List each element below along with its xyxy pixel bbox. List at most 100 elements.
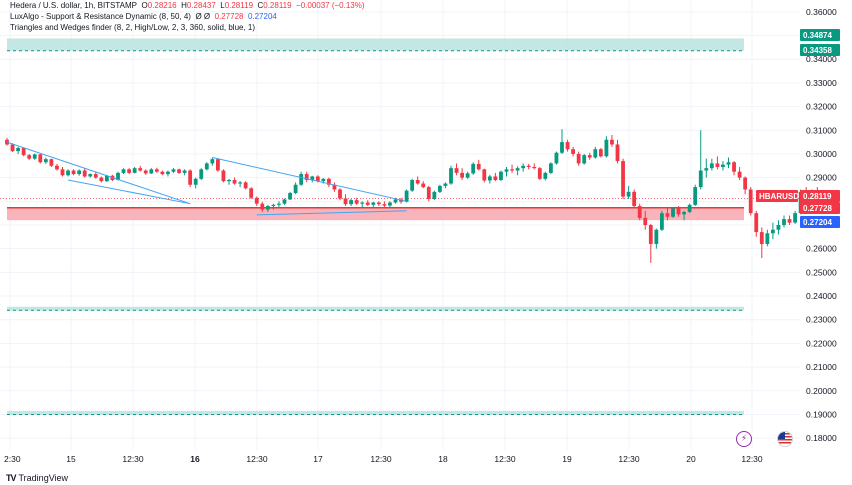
candle-body: [543, 172, 548, 179]
candle-body: [415, 180, 420, 184]
candle-body: [504, 169, 509, 172]
candle-body: [27, 155, 32, 159]
candle-body: [665, 213, 670, 217]
flag-graphic: [778, 432, 792, 446]
candle-body: [443, 183, 448, 186]
price-tag: 0.34358: [803, 46, 832, 55]
legend-indicator-2[interactable]: Triangles and Wedges finder (8, 2, High/…: [10, 22, 365, 33]
wedge-line: [256, 210, 407, 216]
candle-body: [487, 176, 492, 181]
lightning-icon[interactable]: ⚡: [736, 431, 752, 447]
y-tick-label: 0.18000: [806, 433, 837, 443]
indicator-1-symbols: Ø Ø: [195, 12, 211, 21]
candle-body: [393, 199, 398, 203]
indicator-1-value-2: 0.27204: [247, 12, 277, 21]
candle-body: [121, 169, 126, 173]
candle-body: [93, 174, 98, 178]
candle-body: [704, 168, 709, 171]
x-tick-label: 12:30: [246, 454, 268, 464]
candle-body: [349, 200, 353, 205]
candle-body: [421, 183, 426, 188]
legend-symbol-row: Hedera / U.S. dollar, 1h, BITSTAMP O0.28…: [10, 0, 365, 11]
candle-body: [354, 200, 359, 204]
candle-body: [554, 152, 559, 164]
candle-body: [43, 159, 48, 163]
candle-body: [143, 170, 148, 174]
y-tick-label: 0.25000: [806, 267, 837, 277]
candle-body: [32, 154, 37, 159]
y-tick-label: 0.26000: [806, 244, 837, 254]
y-tick-label: 0.36000: [806, 7, 837, 17]
price-tag: 0.28119: [803, 192, 832, 201]
candle-body: [726, 162, 731, 165]
zone-support: [7, 306, 744, 311]
us-flag-icon[interactable]: [777, 431, 793, 447]
candle-body: [338, 189, 342, 199]
tradingview-brand[interactable]: TV TradingView: [6, 473, 68, 483]
candle-body: [149, 169, 154, 174]
candle-body: [321, 178, 326, 182]
candle-body: [460, 172, 464, 178]
legend-open: 0.28216: [147, 1, 177, 10]
candle-body: [637, 206, 642, 218]
x-tick-label: 2:30: [4, 454, 21, 464]
zone-support: [7, 410, 744, 415]
candle-body: [576, 153, 581, 164]
candle-body: [549, 163, 553, 173]
candle-body: [438, 185, 442, 192]
candle-body: [177, 169, 181, 173]
candle-body: [698, 170, 703, 188]
candle-body: [582, 155, 587, 164]
candle-body: [560, 142, 564, 153]
candle-body: [476, 163, 481, 170]
candle-body: [221, 170, 226, 182]
candle-body: [471, 163, 476, 174]
legend-close-label: C: [257, 1, 264, 10]
candle-body: [587, 155, 592, 158]
indicator-1-name: LuxAlgo - Support & Resistance Dynamic (…: [10, 12, 191, 21]
candle-body: [293, 184, 298, 194]
x-tick-label: 12:30: [741, 454, 763, 464]
y-tick-label: 0.30000: [806, 149, 837, 159]
candle-body: [571, 149, 575, 154]
candle-body: [754, 213, 759, 233]
candle-body: [426, 187, 431, 199]
candle-body: [482, 169, 487, 181]
candle-body: [454, 168, 459, 173]
candle-body: [77, 170, 82, 175]
candle-body: [715, 163, 720, 167]
price-tag-bg: [800, 44, 840, 56]
candle-body: [271, 204, 276, 207]
candle-body: [193, 178, 198, 185]
candle-body: [449, 168, 453, 184]
candle-body: [204, 163, 209, 170]
candle-body: [249, 188, 254, 198]
candle-body: [643, 217, 648, 225]
price-tag: 0.34874: [803, 31, 832, 40]
candle-body: [537, 168, 542, 179]
candle-body: [671, 208, 675, 217]
legend-indicator-1[interactable]: LuxAlgo - Support & Resistance Dynamic (…: [10, 11, 365, 22]
candle-body: [737, 171, 742, 178]
tradingview-logo-icon: TV: [6, 473, 16, 483]
x-tick-label: 17: [313, 454, 323, 464]
candle-body: [721, 164, 725, 167]
candle-body: [254, 197, 259, 204]
candle-body: [660, 213, 664, 230]
candle-body: [776, 225, 781, 230]
price-tag-bg: [800, 216, 840, 228]
candle-body: [598, 149, 603, 157]
candle-body: [526, 165, 531, 167]
candle-body: [299, 174, 304, 185]
candle-body: [310, 176, 315, 180]
candle-body: [210, 159, 215, 164]
indicator-2-name: Triangles and Wedges finder (8, 2, High/…: [10, 23, 256, 32]
candle-body: [499, 171, 503, 180]
candle-body: [166, 171, 170, 175]
y-tick-label: 0.31000: [806, 125, 837, 135]
candle-body: [260, 203, 265, 210]
candle-body: [216, 159, 220, 171]
candle-body: [682, 211, 686, 215]
candle-body: [465, 173, 470, 178]
